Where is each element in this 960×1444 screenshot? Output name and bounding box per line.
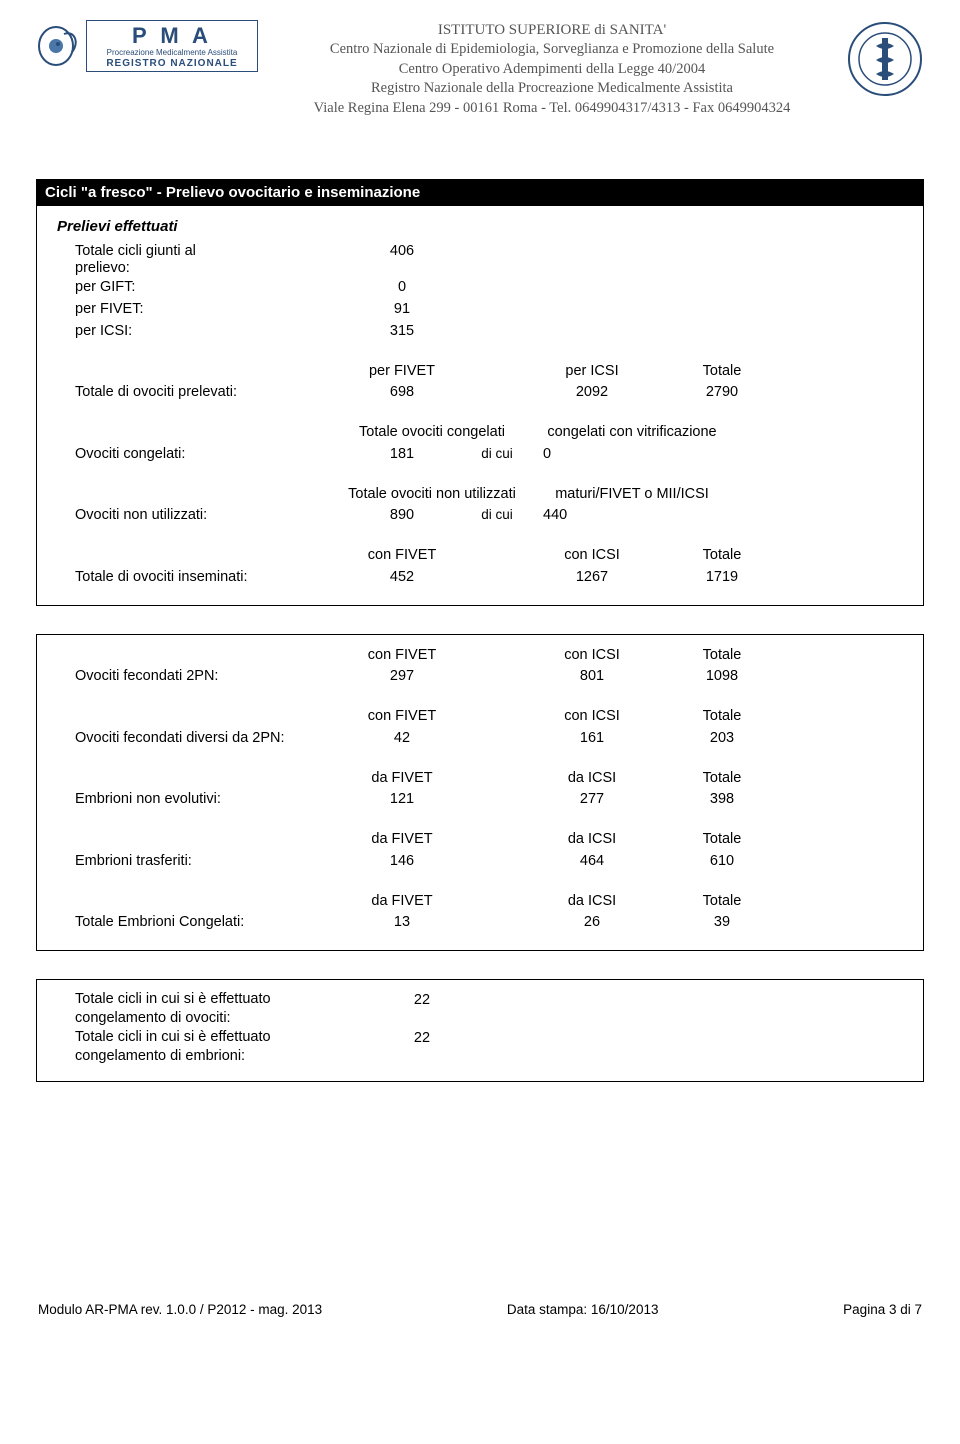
value: 42 (337, 728, 467, 750)
label: Totale di ovociti inseminati: (57, 567, 337, 589)
col-header: con ICSI (527, 545, 657, 567)
label: Ovociti non utilizzati: (57, 505, 337, 527)
col-header: Totale (657, 645, 787, 667)
value: 13 (337, 912, 467, 934)
value: 181 (337, 444, 467, 466)
value: 146 (337, 851, 467, 873)
logo-pma: P M A Procreazione Medicalmente Assistit… (36, 20, 258, 72)
col-header: con ICSI (527, 645, 657, 667)
value: 203 (657, 728, 787, 750)
value: 406 (337, 241, 467, 278)
header-line: Centro Operativo Adempimenti della Legge… (272, 60, 832, 80)
value: 1098 (657, 666, 787, 688)
value: 315 (337, 321, 467, 343)
value: 91 (337, 299, 467, 321)
value: 698 (337, 382, 467, 404)
col-header: per FIVET (337, 361, 467, 383)
col-header: da FIVET (337, 829, 467, 851)
pma-icon (36, 24, 80, 68)
col-header: Totale (657, 829, 787, 851)
header-line: Centro Nazionale di Epidemiologia, Sorve… (272, 40, 832, 60)
logo-sub2: REGISTRO NAZIONALE (87, 58, 257, 69)
di-cui: di cui (467, 505, 527, 527)
col-header: Totale (657, 706, 787, 728)
col-header: con FIVET (337, 645, 467, 667)
page-footer: Modulo AR-PMA rev. 1.0.0 / P2012 - mag. … (36, 1302, 924, 1317)
label: Embrioni trasferiti: (57, 851, 337, 873)
value: 22 (357, 1028, 487, 1066)
value: 0 (337, 277, 467, 299)
col-header: con FIVET (337, 545, 467, 567)
value: 610 (657, 851, 787, 873)
header-line: Viale Regina Elena 299 - 00161 Roma - Te… (272, 99, 832, 119)
value: 22 (357, 990, 487, 1028)
page-header: P M A Procreazione Medicalmente Assistit… (36, 20, 924, 119)
value: 398 (657, 789, 787, 811)
value: 440 (527, 505, 657, 527)
value: 801 (527, 666, 657, 688)
logo-pma-text: P M A Procreazione Medicalmente Assistit… (86, 20, 258, 72)
value: 26 (527, 912, 657, 934)
col-header: Totale (657, 545, 787, 567)
iss-logo-icon (846, 20, 924, 98)
col-header: da ICSI (527, 829, 657, 851)
col-header: da ICSI (527, 891, 657, 913)
label: Ovociti congelati: (57, 444, 337, 466)
label: Totale cicli in cui si è effettuato cong… (57, 990, 357, 1028)
value: 1719 (657, 567, 787, 589)
subtitle: Prelievi effettuati (57, 218, 903, 235)
col-header: maturi/FIVET o MII/ICSI (527, 484, 737, 506)
label: per GIFT: (57, 277, 337, 299)
section-title: Cicli "a fresco" - Prelievo ovocitario e… (36, 179, 924, 206)
col-header: da FIVET (337, 891, 467, 913)
value: 1267 (527, 567, 657, 589)
footer-right: Pagina 3 di 7 (843, 1302, 922, 1317)
col-header: Totale ovociti congelati (337, 422, 527, 444)
box-fecondati: con FIVET con ICSI Totale Ovociti fecond… (36, 634, 924, 952)
value: 2092 (527, 382, 657, 404)
logo-sub1: Procreazione Medicalmente Assistita (87, 49, 257, 58)
label: per FIVET: (57, 299, 337, 321)
col-header: da FIVET (337, 768, 467, 790)
box-prelievi: Prelievi effettuati Totale cicli giunti … (36, 206, 924, 606)
col-header: Totale (657, 361, 787, 383)
label: per ICSI: (57, 321, 337, 343)
value: 297 (337, 666, 467, 688)
col-header: da ICSI (527, 768, 657, 790)
col-header: Totale (657, 768, 787, 790)
value: 890 (337, 505, 467, 527)
logo-title: P M A (87, 23, 257, 49)
header-center: ISTITUTO SUPERIORE di SANITA' Centro Naz… (268, 20, 836, 119)
box-congelamento: Totale cicli in cui si è effettuato cong… (36, 979, 924, 1082)
label: Totale di ovociti prelevati: (57, 382, 337, 404)
col-header: con FIVET (337, 706, 467, 728)
footer-center: Data stampa: 16/10/2013 (507, 1302, 659, 1317)
col-header: con ICSI (527, 706, 657, 728)
value: 464 (527, 851, 657, 873)
col-header: Totale ovociti non utilizzati (337, 484, 527, 506)
col-header: Totale (657, 891, 787, 913)
value: 39 (657, 912, 787, 934)
footer-left: Modulo AR-PMA rev. 1.0.0 / P2012 - mag. … (38, 1302, 322, 1317)
header-line: Registro Nazionale della Procreazione Me… (272, 79, 832, 99)
label: Totale Embrioni Congelati: (57, 912, 337, 934)
value: 277 (527, 789, 657, 811)
value: 121 (337, 789, 467, 811)
value: 452 (337, 567, 467, 589)
label: Ovociti fecondati 2PN: (57, 666, 337, 688)
col-header: congelati con vitrificazione (527, 422, 737, 444)
value: 2790 (657, 382, 787, 404)
page: P M A Procreazione Medicalmente Assistit… (0, 0, 960, 1347)
value: 0 (527, 444, 657, 466)
di-cui: di cui (467, 444, 527, 466)
col-header: per ICSI (527, 361, 657, 383)
header-line: ISTITUTO SUPERIORE di SANITA' (272, 20, 832, 40)
label: Totale cicli in cui si è effettuato cong… (57, 1028, 357, 1066)
label: Ovociti fecondati diversi da 2PN: (57, 728, 337, 750)
label: Totale cicli giunti al prelievo: (57, 241, 337, 278)
label-text: Totale cicli giunti al prelievo: (75, 243, 235, 278)
value: 161 (527, 728, 657, 750)
label: Embrioni non evolutivi: (57, 789, 337, 811)
